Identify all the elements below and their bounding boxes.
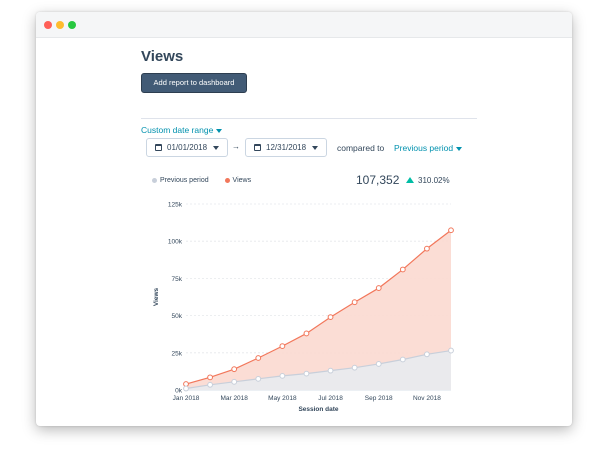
data-point-previous bbox=[207, 381, 213, 388]
x-axis-title: Session date bbox=[298, 406, 338, 413]
y-tick-label: 50k bbox=[172, 313, 183, 320]
x-tick-label: Jul 2018 bbox=[318, 395, 343, 402]
trend-up-icon bbox=[406, 177, 414, 183]
browser-window: Views Add report to dashboard Custom dat… bbox=[36, 12, 572, 426]
data-point-views bbox=[424, 245, 430, 252]
start-date-value: 01/01/2018 bbox=[167, 143, 208, 152]
x-tick-label: Mar 2018 bbox=[220, 395, 248, 402]
end-date-value: 12/31/2018 bbox=[266, 143, 307, 152]
compare-period-value: Previous period bbox=[394, 143, 454, 153]
data-point-previous bbox=[231, 378, 238, 385]
x-tick-label: Jan 2018 bbox=[173, 395, 200, 402]
add-report-to-dashboard-button[interactable]: Add report to dashboard bbox=[141, 73, 247, 93]
data-point-views bbox=[399, 266, 406, 273]
legend-label-views: Views bbox=[232, 177, 252, 184]
data-point-previous bbox=[279, 372, 286, 379]
end-date-picker[interactable]: 12/31/2018 bbox=[245, 138, 327, 157]
percent-change-value: 310.02% bbox=[418, 176, 450, 185]
minimize-window-icon[interactable] bbox=[56, 21, 64, 29]
y-tick-label: 25k bbox=[172, 350, 183, 357]
percent-change: 310.02% bbox=[406, 176, 450, 185]
date-arrow: → bbox=[232, 142, 240, 151]
total-views: 107,352 bbox=[356, 173, 400, 187]
calendar-icon bbox=[254, 144, 261, 151]
chevron-down-icon bbox=[312, 145, 319, 150]
compared-to-label: compared to bbox=[337, 143, 385, 153]
data-point-views bbox=[351, 299, 358, 306]
x-tick-label: Nov 2018 bbox=[413, 395, 441, 402]
data-point-views bbox=[375, 285, 382, 291]
page-title: Views bbox=[141, 48, 184, 65]
y-tick-label: 100k bbox=[168, 239, 183, 246]
legend-marker-previous bbox=[152, 178, 157, 183]
y-tick-label: 75k bbox=[172, 276, 183, 283]
start-date-picker[interactable]: 01/01/2018 bbox=[146, 138, 228, 157]
data-point-previous bbox=[327, 367, 334, 374]
chart-legend: Previous period Views bbox=[152, 177, 251, 184]
x-tick-label: May 2018 bbox=[268, 395, 297, 402]
legend-label-previous: Previous period bbox=[160, 177, 209, 184]
date-range-dropdown[interactable]: Custom date range bbox=[141, 125, 223, 135]
chevron-down-icon bbox=[216, 128, 223, 133]
compare-period-dropdown[interactable]: Previous period bbox=[394, 143, 463, 153]
data-point-previous bbox=[448, 347, 454, 354]
area-views bbox=[186, 230, 451, 390]
calendar-icon bbox=[155, 144, 162, 151]
data-point-previous bbox=[399, 356, 406, 363]
chevron-down-icon bbox=[213, 145, 220, 150]
views-area-chart: 0k 25k 50k 75k 100k 125k Jan 2018 Mar 2018 May 2… bbox=[153, 202, 454, 413]
data-point-views bbox=[448, 227, 454, 234]
data-point-views bbox=[255, 355, 262, 361]
section-divider bbox=[141, 118, 477, 119]
date-range-label: Custom date range bbox=[141, 125, 214, 135]
chevron-down-icon bbox=[456, 146, 463, 151]
data-point-views bbox=[327, 314, 334, 320]
data-point-views bbox=[279, 343, 286, 350]
data-point-previous bbox=[303, 370, 310, 377]
data-point-views bbox=[303, 330, 310, 337]
maximize-window-icon[interactable] bbox=[68, 21, 76, 29]
data-point-previous bbox=[183, 385, 189, 392]
data-point-previous bbox=[424, 351, 430, 358]
data-point-previous bbox=[351, 364, 358, 371]
data-point-views bbox=[231, 366, 238, 373]
legend-marker-views bbox=[224, 178, 230, 183]
series-line-previous bbox=[185, 349, 452, 390]
close-window-icon[interactable] bbox=[44, 21, 52, 29]
data-point-previous bbox=[255, 375, 262, 382]
y-tick-label: 0k bbox=[175, 388, 183, 395]
data-point-previous bbox=[375, 361, 382, 367]
y-axis-title: Views bbox=[153, 287, 160, 306]
window-titlebar bbox=[36, 12, 572, 38]
series-line-views bbox=[185, 229, 452, 385]
data-point-views bbox=[207, 374, 213, 381]
y-tick-label: 125k bbox=[168, 202, 183, 209]
x-tick-label: Sep 2018 bbox=[365, 395, 393, 402]
